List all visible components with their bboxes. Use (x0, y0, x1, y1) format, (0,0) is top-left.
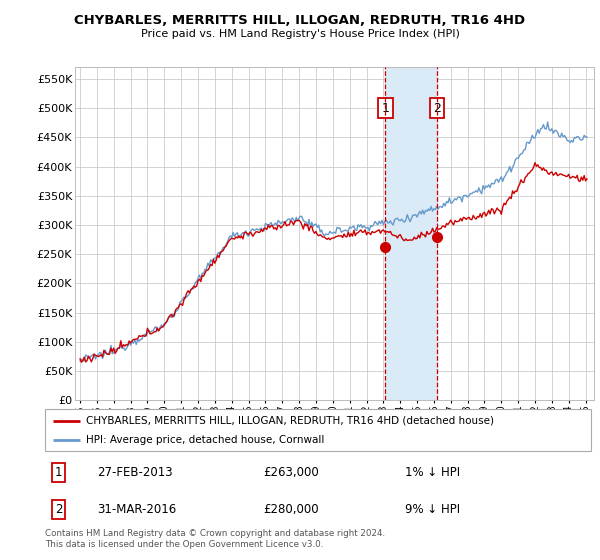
Text: 1: 1 (382, 101, 389, 115)
Text: Price paid vs. HM Land Registry's House Price Index (HPI): Price paid vs. HM Land Registry's House … (140, 29, 460, 39)
Text: CHYBARLES, MERRITTS HILL, ILLOGAN, REDRUTH, TR16 4HD (detached house): CHYBARLES, MERRITTS HILL, ILLOGAN, REDRU… (86, 416, 494, 426)
Text: 1% ↓ HPI: 1% ↓ HPI (406, 465, 460, 479)
Text: £263,000: £263,000 (263, 465, 319, 479)
Text: 2: 2 (55, 502, 62, 516)
Text: 31-MAR-2016: 31-MAR-2016 (97, 502, 176, 516)
Text: 2: 2 (433, 101, 442, 115)
Text: Contains HM Land Registry data © Crown copyright and database right 2024.
This d: Contains HM Land Registry data © Crown c… (45, 529, 385, 549)
Text: 27-FEB-2013: 27-FEB-2013 (97, 465, 172, 479)
Bar (385, 67, 437, 400)
Text: HPI: Average price, detached house, Cornwall: HPI: Average price, detached house, Corn… (86, 435, 325, 445)
Text: CHYBARLES, MERRITTS HILL, ILLOGAN, REDRUTH, TR16 4HD: CHYBARLES, MERRITTS HILL, ILLOGAN, REDRU… (74, 14, 526, 27)
Text: 1: 1 (55, 465, 62, 479)
Text: £280,000: £280,000 (263, 502, 319, 516)
Text: 9% ↓ HPI: 9% ↓ HPI (406, 502, 460, 516)
